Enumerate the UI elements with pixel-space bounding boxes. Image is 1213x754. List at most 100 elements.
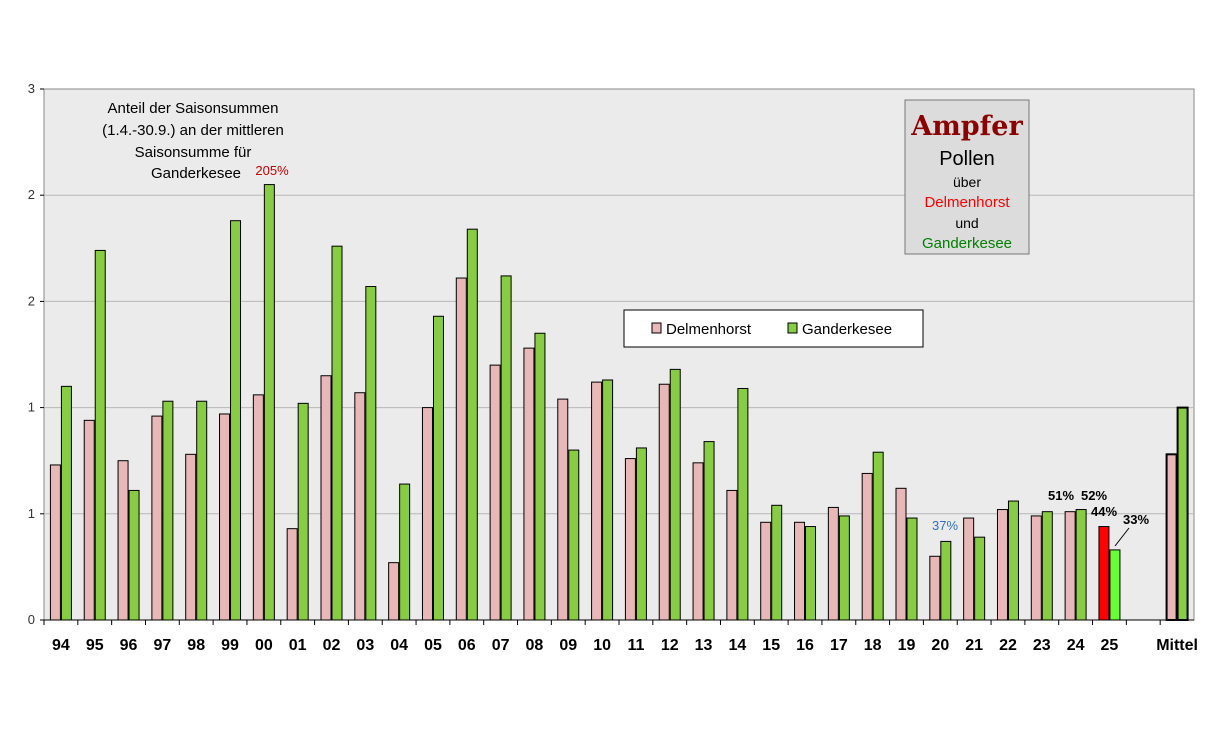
- bar-ganderkesee-13: [703, 441, 715, 621]
- annotation-20: 37%: [932, 518, 958, 533]
- bar-ganderkesee-01: [297, 402, 309, 621]
- annotation-23: 51%: [1048, 488, 1074, 503]
- bar-ganderkesee-23: [1041, 511, 1053, 621]
- legend-box: [623, 309, 924, 348]
- bar-ganderkesee-20: [940, 540, 952, 621]
- bar-ganderkesee-Mittel: [1176, 406, 1189, 621]
- x-tick-label: 11: [627, 637, 644, 654]
- bar-delmenhorst-13: [692, 462, 704, 621]
- bar-ganderkesee-05: [432, 315, 444, 621]
- x-tick-label: 24: [1067, 637, 1085, 654]
- annotation-25-leader: [1114, 527, 1130, 547]
- bar-ganderkesee-12: [669, 368, 681, 621]
- annotation-25-delmenhorst: 44%: [1091, 504, 1117, 519]
- bar-ganderkesee-06: [466, 228, 478, 621]
- x-tick-label: 25: [1101, 637, 1119, 654]
- bar-delmenhorst-Mittel: [1165, 453, 1178, 621]
- bar-ganderkesee-24: [1075, 509, 1087, 621]
- y-tick-label: 2: [28, 187, 35, 202]
- bar-delmenhorst-24: [1064, 511, 1076, 621]
- bar-ganderkesee-25: [1109, 549, 1121, 621]
- x-tick-label: 99: [221, 637, 239, 654]
- y-tick-label: 1: [28, 506, 35, 521]
- x-tick-label: 96: [120, 637, 138, 654]
- bar-delmenhorst-19: [895, 487, 907, 621]
- x-tick-label: 03: [356, 637, 374, 654]
- y-tick-label: 0: [28, 612, 35, 627]
- x-tick-label: 10: [593, 637, 611, 654]
- bar-delmenhorst-94: [49, 464, 61, 621]
- x-tick-label: 97: [153, 637, 171, 654]
- bar-ganderkesee-21: [974, 536, 986, 621]
- bar-delmenhorst-01: [286, 528, 298, 621]
- bar-delmenhorst-95: [83, 419, 95, 621]
- bar-delmenhorst-10: [591, 381, 603, 621]
- title-delmenhorst: Delmenhorst: [924, 194, 1010, 211]
- title-box-frame: [904, 99, 1030, 255]
- bar-delmenhorst-23: [1030, 515, 1042, 621]
- bar-delmenhorst-11: [624, 458, 636, 621]
- x-axis-separators: [43, 620, 1161, 625]
- legend-label-ganderkesee: Ganderkesee: [802, 321, 892, 338]
- note-line-3: Saisonsumme für: [135, 144, 252, 161]
- bar-ganderkesee-10: [602, 379, 614, 621]
- x-tick-label: 02: [323, 637, 341, 654]
- bar-ganderkesee-18: [872, 451, 884, 621]
- legend-label-delmenhorst: Delmenhorst: [666, 321, 752, 338]
- bar-ganderkesee-14: [737, 387, 749, 621]
- bar-ganderkesee-95: [94, 249, 106, 621]
- title-ganderkesee: Ganderkesee: [922, 235, 1012, 252]
- bar-delmenhorst-04: [388, 562, 400, 621]
- bar-ganderkesee-04: [399, 483, 411, 621]
- bar-ganderkesee-03: [365, 286, 377, 621]
- y-tick-label: 2: [28, 293, 35, 308]
- x-tick-label: 22: [999, 637, 1017, 654]
- x-tick-label: 20: [931, 637, 949, 654]
- x-tick-label: 06: [458, 637, 476, 654]
- x-tick-label: 18: [864, 637, 882, 654]
- bar-delmenhorst-07: [489, 364, 501, 621]
- title-und: und: [955, 215, 978, 231]
- title-box: Ampfer Pollen über Delmenhorst und Gande…: [904, 99, 1030, 255]
- x-tick-label: 21: [965, 637, 983, 654]
- bar-ganderkesee-09: [568, 449, 580, 621]
- bar-delmenhorst-08: [523, 347, 535, 621]
- bar-ganderkesee-22: [1007, 500, 1019, 621]
- bar-delmenhorst-17: [827, 506, 839, 621]
- x-tick-label: 94: [52, 637, 70, 654]
- bar-delmenhorst-20: [929, 555, 941, 621]
- bar-ganderkesee-07: [500, 275, 512, 621]
- bar-delmenhorst-15: [760, 521, 772, 621]
- bar-delmenhorst-09: [557, 398, 569, 621]
- bar-ganderkesee-00: [263, 184, 275, 621]
- bar-delmenhorst-99: [219, 413, 231, 621]
- note-line-2: (1.4.-30.9.) an der mittleren: [102, 122, 284, 139]
- bar-delmenhorst-14: [726, 489, 738, 621]
- x-tick-label: 13: [695, 637, 713, 654]
- x-tick-label: 05: [424, 637, 442, 654]
- x-tick-label: 04: [390, 637, 408, 654]
- x-tick-label: 07: [492, 637, 510, 654]
- x-tick-label: 09: [559, 637, 577, 654]
- bars: [49, 184, 1189, 621]
- bar-delmenhorst-02: [320, 375, 332, 621]
- bar-delmenhorst-06: [455, 277, 467, 621]
- bar-delmenhorst-12: [658, 383, 670, 621]
- bar-delmenhorst-00: [252, 394, 264, 621]
- x-tick-label: 23: [1033, 637, 1051, 654]
- bar-delmenhorst-05: [421, 407, 433, 621]
- x-tick-label: 17: [830, 637, 848, 654]
- bar-delmenhorst-21: [963, 517, 975, 621]
- legend-swatch-ganderkesee: [787, 322, 798, 334]
- x-axis-labels: 94 95 96 97 98 99 00 01 02 03 04 05 06 07 08 09 10 11 12 13…: [52, 637, 1198, 654]
- bar-delmenhorst-22: [996, 509, 1008, 621]
- annotation-00: 205%: [255, 163, 289, 178]
- bar-delmenhorst-25: [1098, 526, 1110, 621]
- note-line-1: Anteil der Saisonsummen: [108, 100, 279, 117]
- bar-delmenhorst-03: [354, 392, 366, 621]
- title-ampfer: Ampfer: [910, 111, 1023, 142]
- bar-delmenhorst-96: [117, 460, 129, 621]
- note-line-4: Ganderkesee: [151, 165, 241, 182]
- x-tick-label: 14: [728, 637, 746, 654]
